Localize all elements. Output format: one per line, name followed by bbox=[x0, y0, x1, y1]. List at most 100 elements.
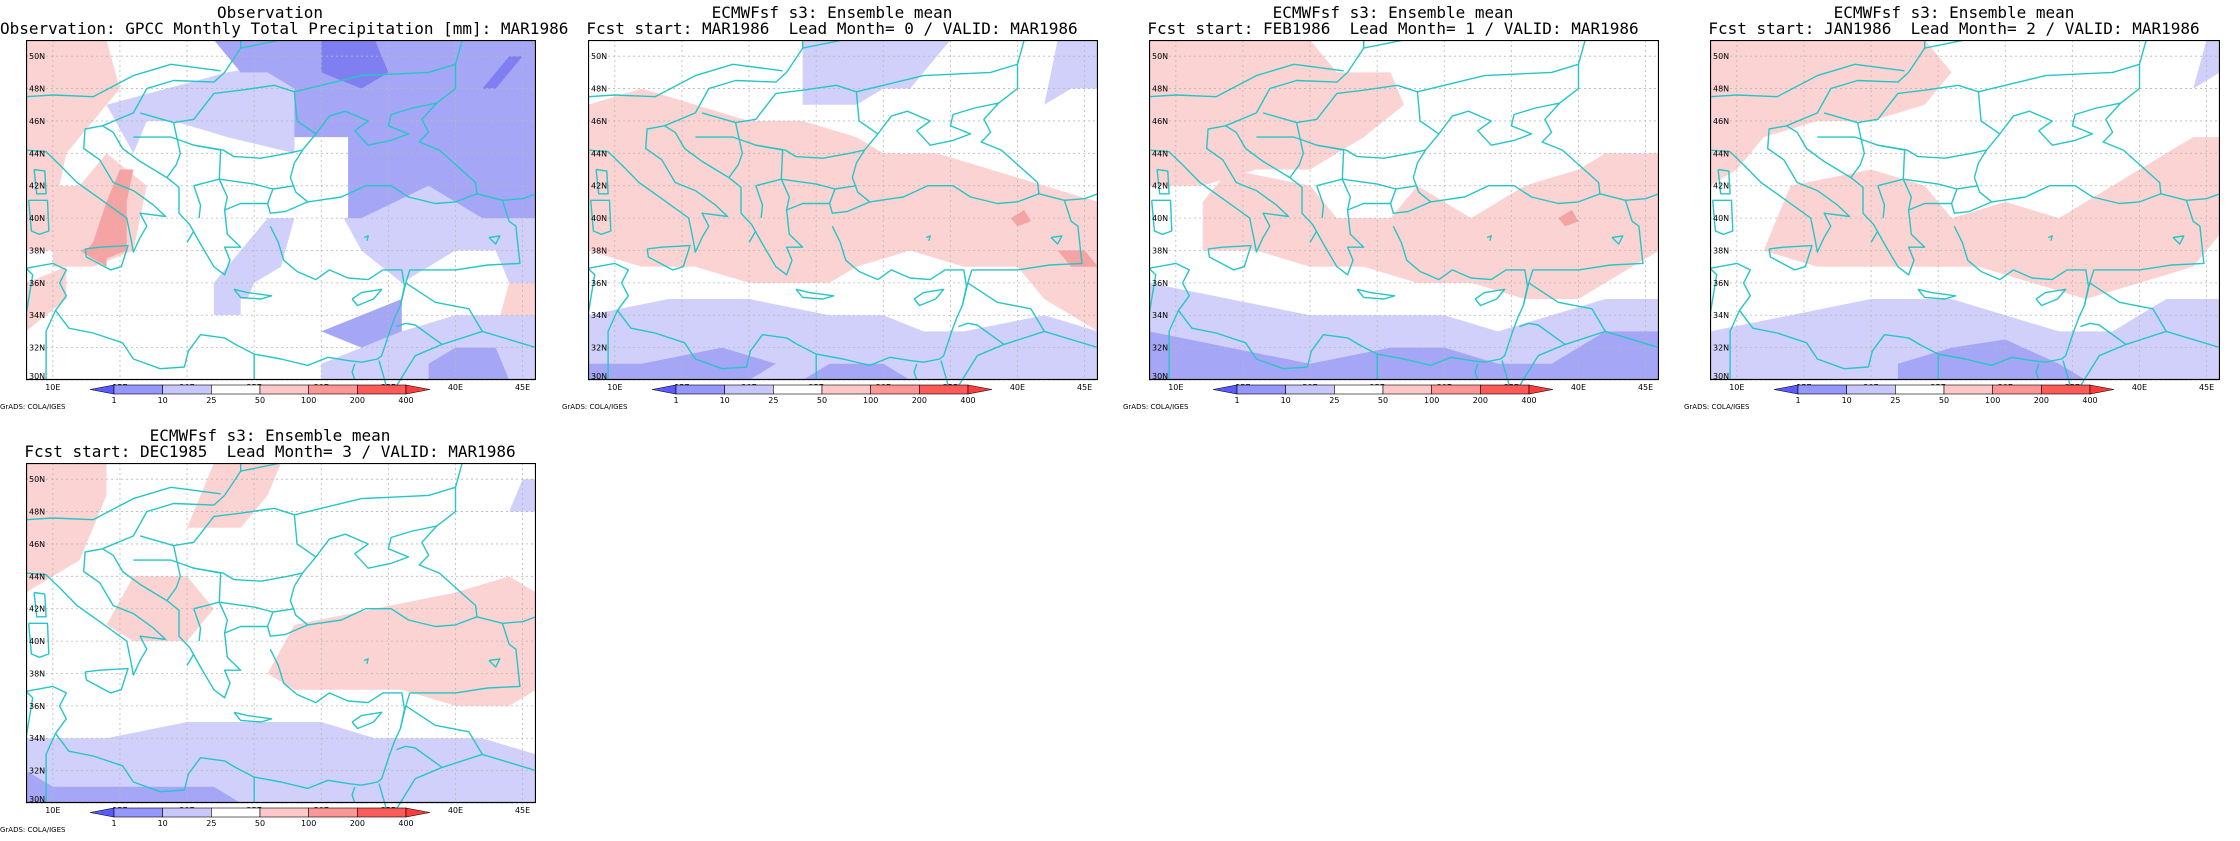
lat-tick-label: 48N bbox=[29, 508, 45, 517]
coastline bbox=[1717, 168, 1731, 195]
coastline bbox=[363, 658, 369, 664]
shade-blue-dark bbox=[482, 56, 523, 89]
missing-data bbox=[240, 299, 322, 380]
shade-blue-dark bbox=[321, 40, 389, 89]
coastline bbox=[1768, 244, 1813, 271]
coastline bbox=[590, 199, 612, 236]
coastline bbox=[1710, 125, 1851, 253]
lat-tick-label: 30N bbox=[29, 795, 45, 804]
colorbar-level-label: 50 bbox=[1378, 396, 1388, 405]
map-svg: 10E15E20E25E30E35E40E45E30N32N34N36N38N4… bbox=[1710, 40, 2220, 392]
coastline bbox=[1225, 102, 1601, 276]
lat-tick-label: 34N bbox=[591, 311, 607, 320]
coastline bbox=[695, 136, 743, 142]
lat-tick-label: 38N bbox=[29, 669, 45, 678]
lon-tick-label: 45E bbox=[515, 806, 530, 815]
grads-label: GrADS: COLA/IGES bbox=[1123, 403, 1189, 411]
shade-blue-mid bbox=[1897, 339, 2086, 380]
coastline bbox=[488, 658, 501, 668]
coastline bbox=[1519, 282, 1606, 346]
colorbar-box bbox=[821, 384, 871, 395]
colorbar: 1 10 25 50 100 200 400 bbox=[89, 807, 431, 837]
lat-tick-label: 46N bbox=[1713, 117, 1729, 126]
coastline bbox=[394, 343, 443, 389]
coastline bbox=[1050, 235, 1063, 245]
coastline bbox=[1341, 150, 1352, 211]
colorbar-box bbox=[724, 384, 774, 395]
coastline bbox=[2047, 235, 2053, 241]
lat-tick-label: 42N bbox=[591, 182, 607, 191]
colorbar-level-label: 10 bbox=[158, 819, 168, 828]
colorbar-level-label: 10 bbox=[158, 396, 168, 405]
coastline bbox=[363, 235, 369, 241]
colorbar-level-label: 1 bbox=[673, 396, 678, 405]
coastline bbox=[1151, 199, 1173, 236]
coastline bbox=[133, 136, 181, 142]
map-svg: 10E15E20E25E30E35E40E45E30N32N34N36N38N4… bbox=[26, 40, 536, 392]
lon-tick-label: 40E bbox=[448, 383, 463, 392]
coastline bbox=[1902, 150, 1913, 211]
colorbar-level-label: 100 bbox=[1985, 396, 2000, 405]
coastline bbox=[1850, 122, 1866, 179]
colorbar-box bbox=[259, 807, 309, 818]
coastline bbox=[1303, 139, 1344, 151]
colorbar: 1 10 25 50 100 200 400 bbox=[89, 384, 431, 414]
coastline bbox=[409, 200, 521, 271]
coastline bbox=[166, 545, 182, 602]
coastline bbox=[294, 40, 463, 93]
colorbar-box bbox=[113, 384, 163, 395]
shade-blue-mid bbox=[588, 347, 776, 380]
coastline bbox=[1877, 178, 1904, 187]
coastline bbox=[1149, 267, 1157, 316]
lat-tick-label: 34N bbox=[29, 734, 45, 743]
colorbar-level-label: 25 bbox=[206, 819, 216, 828]
coastline bbox=[1712, 199, 1734, 236]
colorbar-svg: 1 10 25 50 100 200 400 bbox=[89, 807, 431, 828]
coastline bbox=[351, 288, 383, 307]
coastline bbox=[351, 711, 383, 730]
colorbar-box bbox=[211, 384, 261, 395]
lat-tick-label: 42N bbox=[29, 182, 45, 191]
colorbar-box bbox=[162, 807, 212, 818]
coastline bbox=[1149, 125, 1290, 253]
shade-red-light bbox=[588, 88, 1098, 332]
grads-label: GrADS: COLA/IGES bbox=[0, 826, 66, 834]
lat-tick-label: 34N bbox=[29, 311, 45, 320]
coastline bbox=[219, 178, 274, 190]
coastline bbox=[84, 667, 129, 694]
coastline bbox=[971, 200, 1083, 271]
coastline bbox=[1710, 63, 1905, 98]
lat-tick-label: 50N bbox=[591, 52, 607, 61]
colorbar-box bbox=[357, 384, 407, 395]
lat-tick-label: 48N bbox=[1713, 85, 1729, 94]
coastline bbox=[133, 559, 181, 565]
lat-tick-label: 30N bbox=[29, 372, 45, 381]
coastline bbox=[482, 330, 536, 349]
colorbar-level-label: 10 bbox=[1842, 396, 1852, 405]
lon-tick-label: 45E bbox=[1077, 383, 1092, 392]
coastline bbox=[218, 150, 229, 211]
coastline bbox=[1316, 185, 1325, 219]
coastline bbox=[913, 363, 918, 381]
coastline bbox=[33, 168, 47, 195]
colorbar-box bbox=[162, 384, 212, 395]
coastline bbox=[409, 623, 521, 694]
lat-tick-label: 38N bbox=[1713, 246, 1729, 255]
lat-tick-label: 50N bbox=[1152, 52, 1168, 61]
lat-tick-label: 40N bbox=[29, 637, 45, 646]
coastline bbox=[2035, 288, 2067, 307]
lat-tick-label: 46N bbox=[29, 117, 45, 126]
map-panel-f1: ECMWFsf s3: Ensemble mean Fcst start: FE… bbox=[1123, 0, 1663, 415]
colorbar-level-label: 400 bbox=[2082, 396, 2097, 405]
coastline bbox=[1559, 64, 1580, 104]
precipitation-map: 10E15E20E25E30E35E40E45E30N32N34N36N38N4… bbox=[26, 463, 536, 815]
colorbar-box bbox=[1334, 384, 1384, 395]
shade-red-mid bbox=[86, 169, 134, 259]
lat-tick-label: 36N bbox=[1152, 279, 1168, 288]
lat-tick-label: 32N bbox=[591, 344, 607, 353]
panel-subtitle: Fcst start: JAN1986 Lead Month= 2 / VALI… bbox=[1708, 19, 2200, 38]
lat-tick-label: 38N bbox=[1152, 246, 1168, 255]
colorbar-box bbox=[357, 807, 407, 818]
lat-tick-label: 32N bbox=[29, 767, 45, 776]
shade-blue-light bbox=[1149, 282, 1659, 380]
